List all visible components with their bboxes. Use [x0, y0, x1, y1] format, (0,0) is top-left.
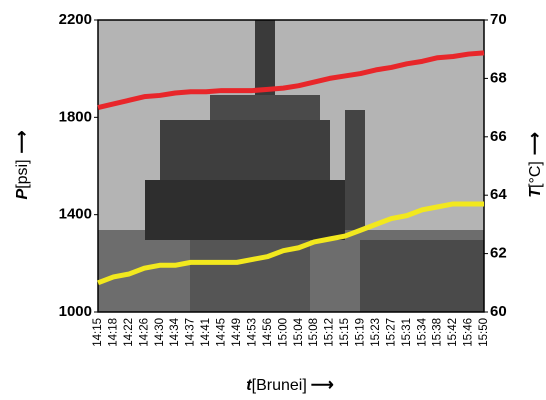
- y-label-unit: [psi]: [14, 159, 31, 188]
- x-label-unit: [Brunei]: [252, 377, 307, 394]
- y-label-symbol: P: [14, 188, 31, 199]
- y2-tick-label: 62: [490, 245, 507, 262]
- x-tick-label: 15:34: [416, 317, 428, 346]
- chart: P[psi]⟶ T[°C]⟶ t[Brunei]⟶ 1000 1400 1800 22…: [0, 0, 546, 400]
- x-tick-label: 14:26: [138, 318, 150, 347]
- x-tick-label: 15:04: [293, 317, 305, 346]
- x-tick-label: 15:23: [370, 318, 382, 347]
- y2-label-unit: [°C]: [527, 161, 544, 188]
- y2-tick-label: 64: [490, 186, 507, 203]
- y2-tick-label: 68: [490, 69, 507, 86]
- y-tick-label: 1800: [59, 108, 92, 125]
- x-tick-label: 14:34: [169, 317, 181, 346]
- x-tick-label: 15:12: [324, 318, 336, 347]
- x-tick-label: 14:15: [92, 318, 104, 347]
- y2-axis-title: T[°C]⟶: [527, 132, 544, 198]
- y-tick-label: 1400: [59, 206, 92, 223]
- x-tick-label: 15:08: [308, 318, 320, 347]
- x-tick-label: 15:50: [478, 318, 490, 347]
- x-tick-label: 14:30: [154, 318, 166, 347]
- y-tick-label: 2200: [59, 11, 92, 28]
- x-tick-label: 15:00: [277, 318, 289, 347]
- x-tick-label: 15:31: [401, 318, 413, 347]
- x-tick-label: 14:22: [123, 318, 135, 347]
- x-tick-label: 14:49: [231, 318, 243, 347]
- x-tick-label: 14:56: [262, 318, 274, 347]
- y-tick-label: 1000: [59, 303, 92, 320]
- x-tick-label: 15:46: [463, 318, 475, 347]
- x-tick-label: 14:45: [216, 318, 228, 347]
- x-tick-label: 15:42: [447, 318, 459, 347]
- y2-tick-label: 66: [490, 128, 507, 145]
- x-tick-label: 15:38: [432, 318, 444, 347]
- x-tick-label: 14:37: [185, 318, 197, 347]
- x-tick-label: 14:53: [246, 318, 258, 347]
- x-tick-label: 15:15: [339, 318, 351, 347]
- y2-tick-label: 70: [490, 11, 507, 28]
- x-axis-title: t[Brunei]⟶: [246, 377, 333, 394]
- y2-tick-label: 60: [490, 303, 507, 320]
- x-tick-label: 15:19: [355, 318, 367, 347]
- x-tick-label: 15:27: [385, 318, 397, 347]
- y-axis-title: P[psi]⟶: [14, 130, 31, 199]
- x-tick-label: 14:41: [200, 318, 212, 347]
- x-tick-label: 14:18: [107, 318, 119, 347]
